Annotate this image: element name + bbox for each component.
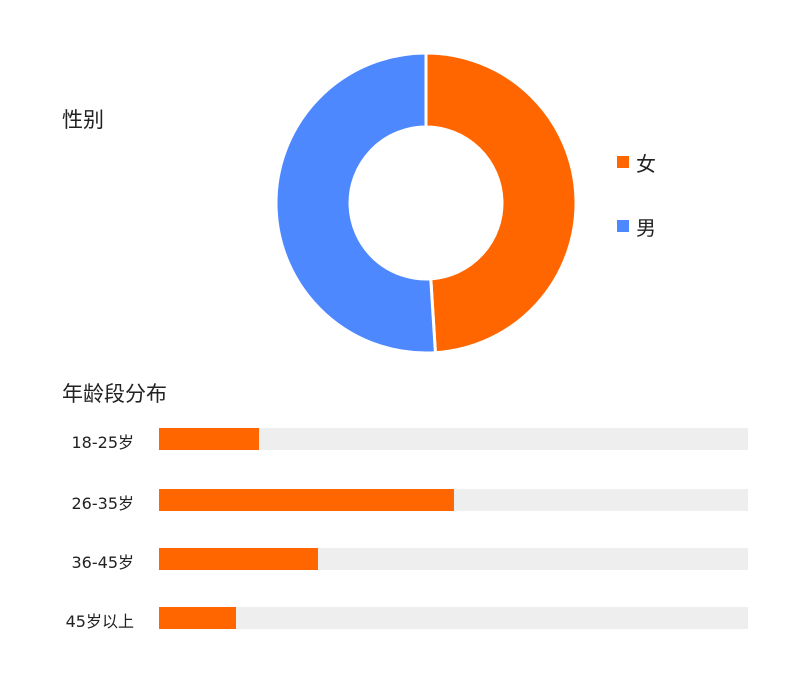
- age-bar-row: 26-35岁: [0, 489, 800, 513]
- age-bar-fill: [159, 607, 236, 629]
- age-bar-track: [159, 489, 748, 511]
- age-bar-track: [159, 428, 748, 450]
- age-bar-row: 36-45岁: [0, 548, 800, 572]
- legend-item-male: 男: [617, 210, 656, 242]
- age-bar-fill: [159, 548, 319, 570]
- age-bar-label: 45岁以上: [65, 612, 134, 631]
- legend-item-female: 女: [617, 146, 656, 178]
- age-bar-row: 18-25岁: [0, 428, 800, 452]
- donut-slice-female: [424, 51, 578, 355]
- legend-swatch-male: [617, 220, 629, 232]
- age-bar-label: 18-25岁: [71, 433, 135, 452]
- age-bar-track: [159, 607, 748, 629]
- legend-swatch-female: [617, 156, 629, 168]
- age-bar-fill: [159, 428, 260, 450]
- legend-label-female: 女: [636, 151, 656, 176]
- age-bar-label: 36-45岁: [71, 553, 135, 572]
- age-section-title: 年龄段分布: [62, 382, 167, 406]
- gender-legend: 女 男: [617, 146, 656, 274]
- legend-label-male: 男: [636, 215, 656, 240]
- gender-section-title: 性别: [62, 108, 104, 132]
- age-bar-track: [159, 548, 748, 570]
- donut-slice-male: [274, 51, 438, 355]
- age-bar-fill: [159, 489, 454, 511]
- age-bar-row: 45岁以上: [0, 607, 800, 631]
- age-bar-label: 26-35岁: [71, 494, 135, 513]
